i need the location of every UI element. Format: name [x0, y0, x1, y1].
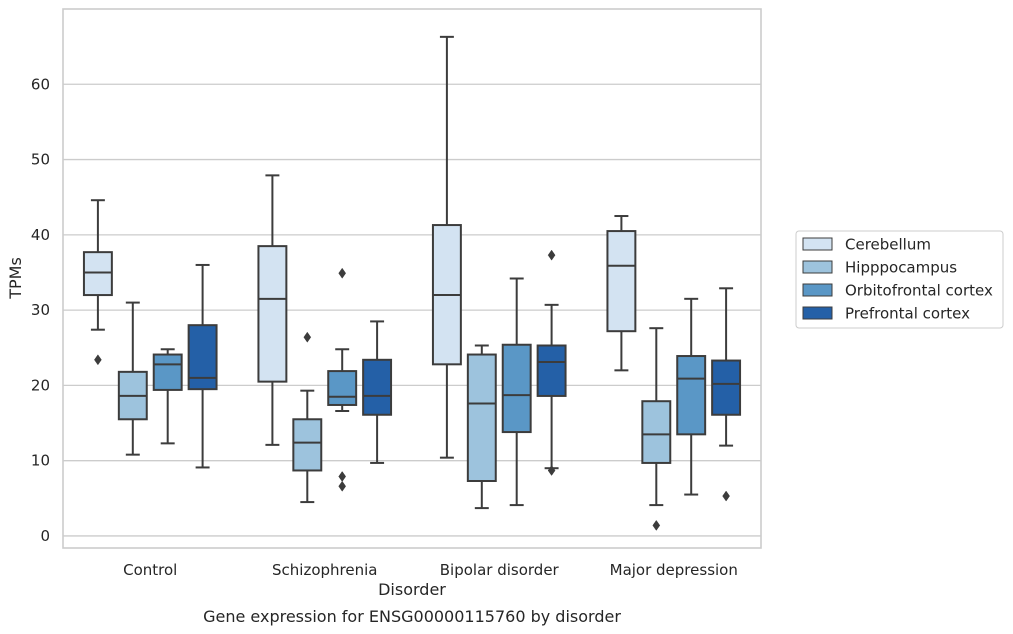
- box-1-1: [292, 331, 323, 504]
- box-body: [711, 359, 742, 416]
- plot-frame: [62, 8, 762, 549]
- legend-label: Cerebellum: [845, 236, 931, 254]
- box-0-2: [431, 35, 462, 459]
- y-tick-label: 30: [31, 301, 50, 319]
- outlier-point: [303, 331, 312, 343]
- x-axis-label: Disorder: [378, 580, 446, 599]
- box-body: [501, 343, 532, 434]
- outlier-point: [338, 471, 347, 482]
- box-1-0: [117, 301, 148, 456]
- y-tick-label: 0: [40, 527, 50, 545]
- outlier-point: [652, 519, 661, 531]
- box-3-1: [362, 320, 393, 464]
- legend-label: Prefrontal cortex: [845, 305, 970, 323]
- outlier-point: [722, 490, 730, 502]
- box-body: [676, 355, 707, 436]
- box-body: [536, 344, 567, 397]
- box-body: [292, 418, 323, 472]
- box-2-0: [152, 348, 183, 445]
- box-0-0: [82, 199, 113, 366]
- box-body: [466, 353, 497, 483]
- box-2-3: [676, 297, 707, 496]
- y-tick-labels: 0 10 20 30 40 50 60: [31, 75, 50, 545]
- legend-swatch: [802, 237, 833, 251]
- box-body: [641, 400, 672, 464]
- y-tick-label: 20: [31, 376, 50, 394]
- box-plots: [82, 35, 742, 531]
- legend-frame: [795, 230, 1004, 329]
- y-tick-label: 60: [31, 75, 50, 93]
- box-3-2: [536, 249, 567, 476]
- box-0-3: [606, 215, 637, 372]
- x-tick-label: Major depression: [610, 561, 738, 579]
- box-3-3: [711, 287, 742, 502]
- box-1-3: [641, 327, 672, 531]
- x-tick-label: Bipolar disorder: [440, 561, 560, 579]
- legend-swatch: [802, 306, 833, 320]
- outlier-point: [338, 267, 347, 279]
- outlier-point: [94, 354, 102, 366]
- box-1-2: [466, 344, 497, 510]
- x-tick-labels: Control Schizophrenia Bipolar disorder Majo…: [123, 561, 738, 579]
- y-tick-label: 50: [31, 151, 50, 169]
- legend: Cerebellum Hipppocampus Orbitofrontal cort…: [795, 230, 1004, 329]
- legend-label: Hipppocampus: [845, 259, 957, 277]
- box-body: [152, 353, 183, 391]
- box-body: [257, 245, 288, 383]
- box-body: [327, 370, 358, 406]
- y-tick-label: 10: [31, 452, 50, 470]
- legend-label: Orbitofrontal cortex: [845, 282, 993, 300]
- box-body: [187, 324, 218, 391]
- y-tick-label: 40: [31, 226, 50, 244]
- box-2-1: [327, 267, 358, 492]
- legend-swatch: [802, 260, 833, 274]
- box-0-1: [257, 174, 288, 446]
- outlier-point: [338, 480, 347, 492]
- outlier-point: [547, 465, 556, 476]
- box-body: [606, 230, 637, 333]
- outlier-point: [547, 249, 556, 261]
- box-body: [362, 358, 393, 416]
- box-3-0: [187, 263, 218, 469]
- chart-caption: Gene expression for ENSG00000115760 by d…: [203, 607, 621, 626]
- box-body: [82, 251, 113, 297]
- box-2-2: [501, 277, 532, 507]
- y-axis-label: TPMs: [6, 257, 25, 300]
- x-tick-label: Schizophrenia: [272, 561, 377, 579]
- x-tick-label: Control: [123, 561, 177, 579]
- legend-swatch: [802, 283, 833, 297]
